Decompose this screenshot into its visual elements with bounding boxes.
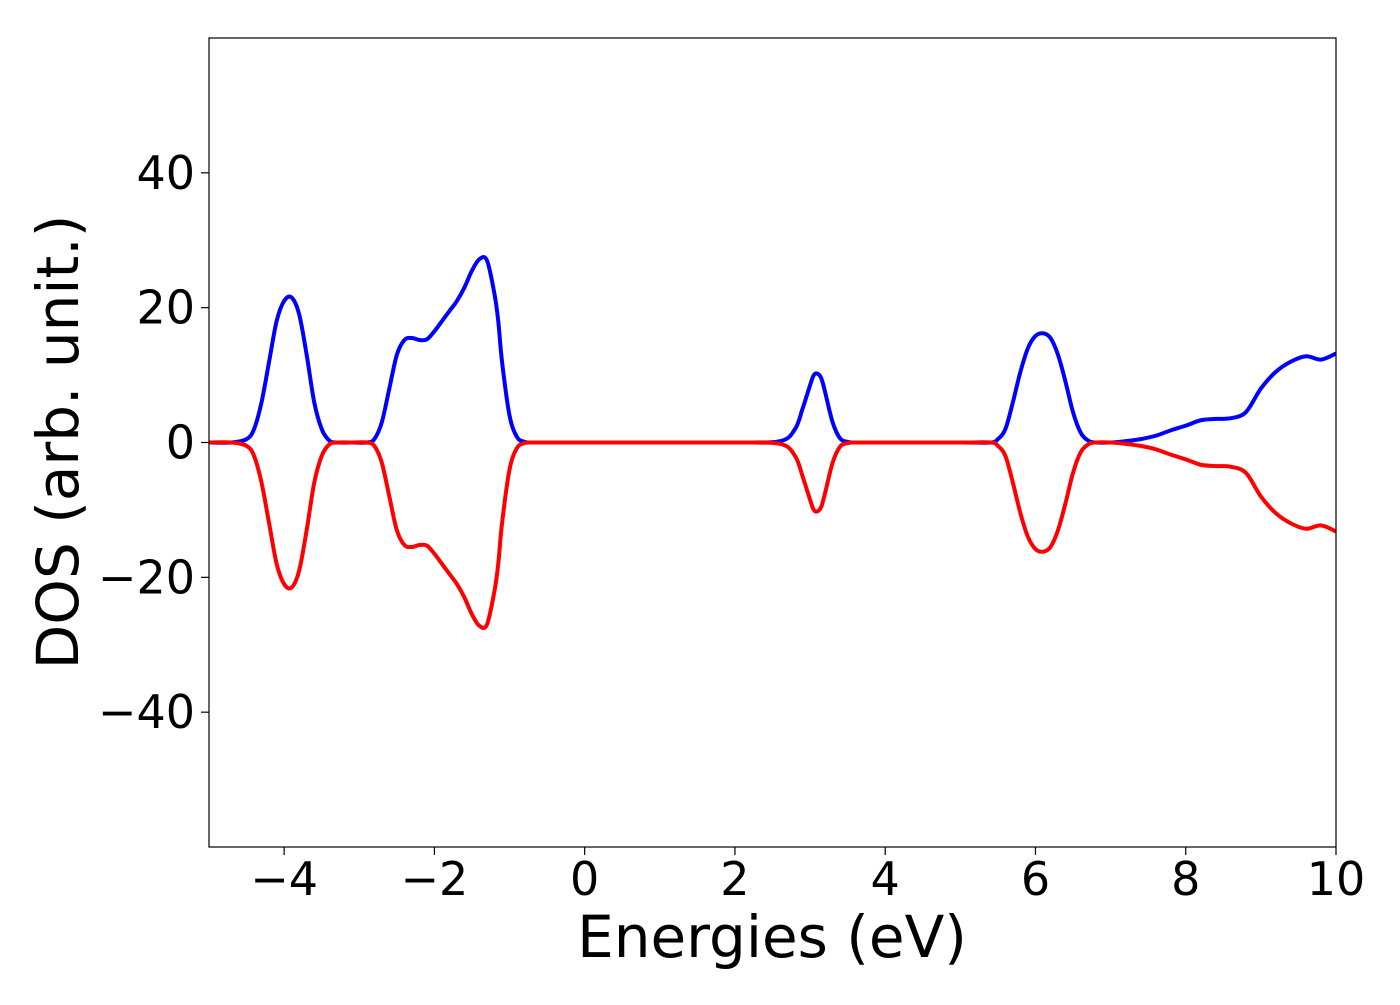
x-tick-label: −2 bbox=[400, 852, 468, 906]
x-tick-label: 10 bbox=[1307, 852, 1366, 906]
y-tick-label: 0 bbox=[166, 416, 195, 470]
x-tick-label: 6 bbox=[1021, 852, 1050, 906]
y-tick-label: −20 bbox=[98, 550, 195, 604]
dos-series-line-1 bbox=[209, 254, 1336, 445]
x-tick-label: 0 bbox=[570, 852, 599, 906]
dos-series-line-2 bbox=[209, 440, 1336, 631]
y-axis-label: DOS (arb. unit.) bbox=[24, 215, 92, 670]
x-tick-label: 2 bbox=[720, 852, 749, 906]
x-tick-label: −4 bbox=[250, 852, 318, 906]
y-tick-label: −40 bbox=[98, 685, 195, 739]
x-axis-label: Energies (eV) bbox=[577, 903, 967, 971]
y-tick-label: 40 bbox=[136, 146, 195, 200]
x-tick-label: 8 bbox=[1171, 852, 1200, 906]
x-axis: −4 −2 0 2 4 6 8 10 bbox=[250, 847, 1365, 906]
x-tick-label: 4 bbox=[871, 852, 900, 906]
y-tick-label: 20 bbox=[136, 281, 195, 335]
y-axis: −40 −20 0 20 40 bbox=[98, 146, 209, 739]
